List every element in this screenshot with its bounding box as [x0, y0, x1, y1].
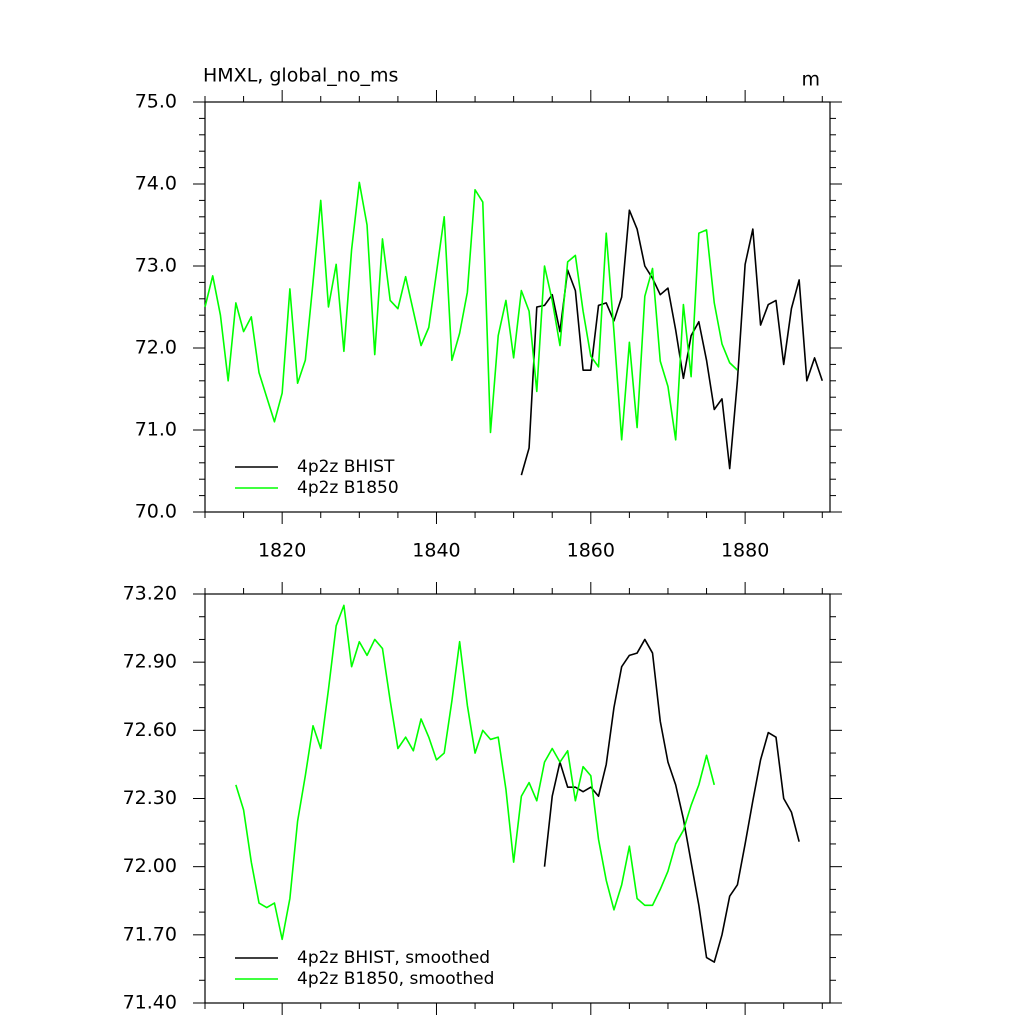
y-tick-label: 72.60	[123, 719, 177, 741]
series-line	[520, 209, 824, 476]
y-tick-label: 74.0	[135, 173, 177, 195]
series-line	[543, 638, 800, 963]
plot-frame	[204, 101, 831, 513]
x-tick-label: 1820	[258, 540, 306, 562]
y-tick-label: 73.0	[135, 255, 177, 277]
units-label: m	[801, 69, 820, 91]
legend-label: 4p2z BHIST	[297, 457, 395, 477]
legend-label: 4p2z BHIST, smoothed	[297, 948, 490, 968]
y-tick-label: 70.0	[135, 501, 177, 523]
y-tick-label: 72.0	[135, 337, 177, 359]
series-line	[204, 181, 738, 441]
y-tick-label: 71.0	[135, 419, 177, 441]
x-tick-label: 1880	[721, 540, 769, 562]
series-line	[235, 604, 716, 941]
y-tick-label: 72.30	[123, 787, 177, 809]
y-tick-label: 75.0	[135, 91, 177, 113]
x-tick-label: 1840	[412, 540, 460, 562]
legend-label: 4p2z B1850, smoothed	[297, 969, 494, 989]
y-tick-label: 71.40	[123, 992, 177, 1014]
legend-label: 4p2z B1850	[297, 478, 399, 498]
plot-frame	[204, 593, 831, 1004]
y-tick-label: 72.90	[123, 651, 177, 673]
x-tick-label: 1860	[567, 540, 615, 562]
y-tick-label: 71.70	[123, 923, 177, 945]
chart-title: HMXL, global_no_ms	[203, 65, 398, 87]
y-tick-label: 72.00	[123, 855, 177, 877]
y-tick-label: 73.20	[123, 583, 177, 605]
